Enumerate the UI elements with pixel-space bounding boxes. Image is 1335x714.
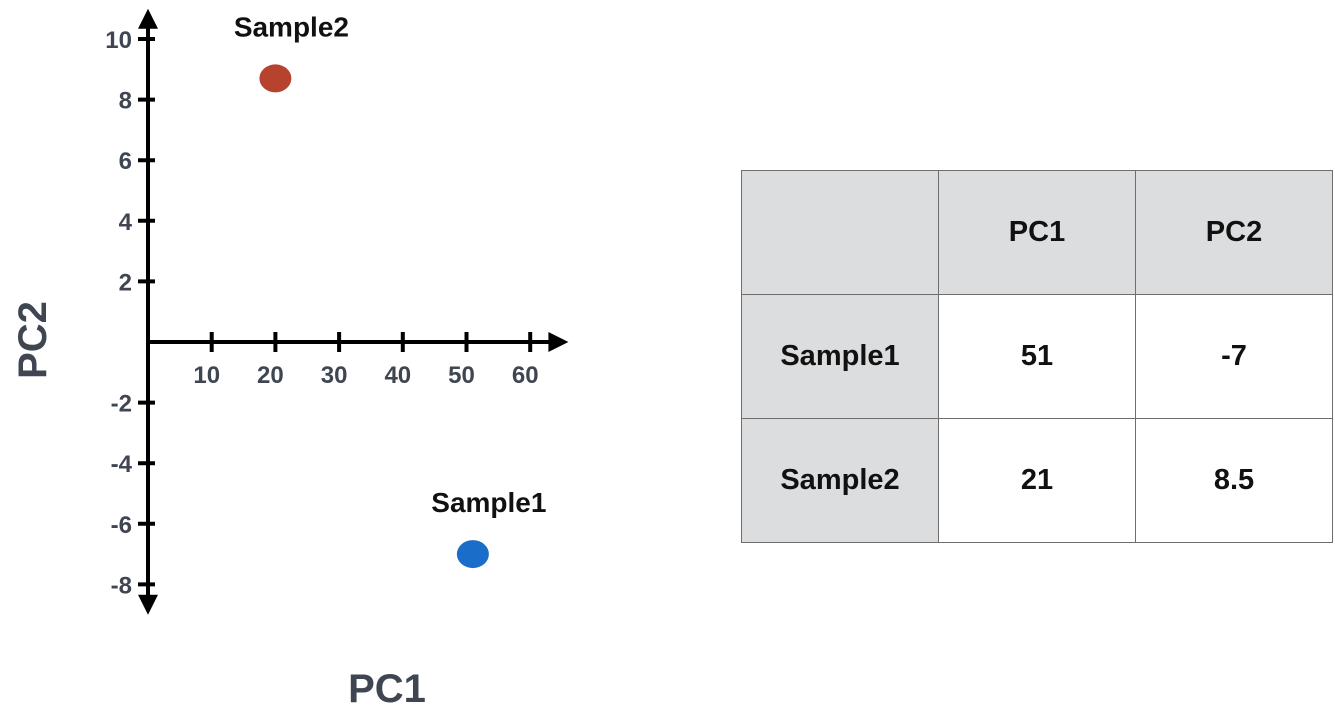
x-tick-label: 20 <box>257 362 284 389</box>
table-header-pc2: PC2 <box>1135 170 1333 295</box>
axes <box>138 8 569 615</box>
y-tick-label: 2 <box>119 269 132 296</box>
ticks: 10 20 30 40 50 60 10 8 6 4 2 -2 -4 -6 -8 <box>105 27 538 599</box>
x-tick-label: 30 <box>321 362 348 389</box>
point-label-sample2: Sample2 <box>234 11 349 42</box>
table-row-label: Sample2 <box>741 418 939 543</box>
y-axis-arrow-down <box>138 594 158 615</box>
x-axis-arrow <box>548 332 569 352</box>
y-tick-label: -4 <box>111 451 133 478</box>
table-row-label: Sample1 <box>741 294 939 419</box>
x-tick-label: 60 <box>512 362 539 389</box>
table-row: Sample1 51 -7 <box>741 294 1333 419</box>
data-point-sample2 <box>259 64 292 93</box>
data-points: Sample1 Sample2 <box>234 11 546 569</box>
y-axis-title: PC2 <box>11 301 55 379</box>
y-tick-label: -8 <box>111 572 132 599</box>
pca-values-table: PC1 PC2 Sample1 51 -7 Sample2 21 8.5 <box>741 170 1333 543</box>
x-axis-title: PC1 <box>348 667 426 711</box>
y-tick-label: 6 <box>119 148 132 175</box>
x-tick-label: 10 <box>193 362 220 389</box>
point-label-sample1: Sample1 <box>431 487 546 518</box>
y-axis-arrow-up <box>138 8 158 29</box>
x-tick-label: 40 <box>384 362 411 389</box>
y-tick-label: -6 <box>111 512 132 539</box>
y-tick-label: 4 <box>119 209 133 236</box>
x-tick-label: 50 <box>448 362 475 389</box>
data-point-sample1 <box>456 540 489 569</box>
table-cell: 51 <box>938 294 1136 419</box>
table-header-row: PC1 PC2 <box>741 170 1333 295</box>
table-cell: 21 <box>938 418 1136 543</box>
table-cell: -7 <box>1135 294 1333 419</box>
y-tick-label: 8 <box>119 88 132 115</box>
table-row: Sample2 21 8.5 <box>741 418 1333 543</box>
y-tick-label: 10 <box>105 27 132 54</box>
table-cell: 8.5 <box>1135 418 1333 543</box>
table-header-pc1: PC1 <box>938 170 1136 295</box>
y-tick-label: -2 <box>111 391 132 418</box>
table-corner-cell <box>741 170 939 295</box>
